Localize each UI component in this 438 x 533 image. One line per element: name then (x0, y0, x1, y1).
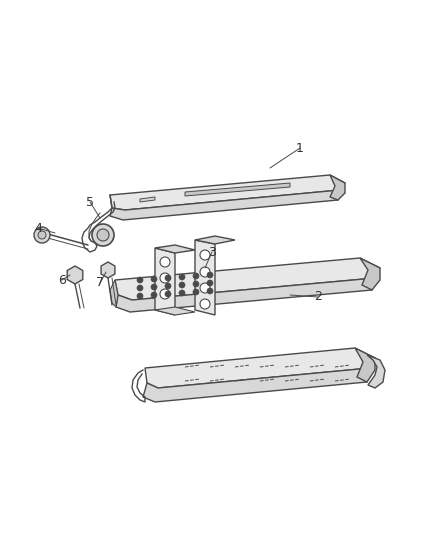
Polygon shape (140, 197, 155, 202)
Polygon shape (355, 348, 375, 382)
Polygon shape (143, 368, 370, 402)
Polygon shape (67, 266, 83, 284)
Circle shape (151, 284, 157, 290)
Polygon shape (195, 240, 215, 315)
Text: 6: 6 (58, 273, 66, 287)
Text: 7: 7 (96, 277, 104, 289)
Circle shape (151, 292, 157, 298)
Circle shape (137, 293, 143, 299)
Circle shape (207, 288, 213, 294)
Circle shape (193, 281, 199, 287)
Circle shape (200, 267, 210, 277)
Circle shape (38, 231, 46, 239)
Text: 2: 2 (314, 290, 322, 303)
Circle shape (160, 257, 170, 267)
Text: 1: 1 (296, 141, 304, 155)
Circle shape (207, 280, 213, 286)
Circle shape (179, 290, 185, 296)
Polygon shape (185, 183, 290, 196)
Circle shape (165, 291, 171, 297)
Polygon shape (116, 278, 375, 312)
Polygon shape (367, 355, 385, 388)
Circle shape (92, 224, 114, 246)
Polygon shape (115, 258, 380, 300)
Circle shape (137, 285, 143, 291)
Circle shape (200, 283, 210, 293)
Text: 3: 3 (208, 246, 216, 259)
Circle shape (207, 272, 213, 278)
Circle shape (179, 282, 185, 288)
Polygon shape (330, 175, 345, 200)
Circle shape (160, 289, 170, 299)
Text: 4: 4 (34, 222, 42, 235)
Polygon shape (155, 245, 195, 253)
Circle shape (34, 227, 50, 243)
Text: 5: 5 (86, 196, 94, 208)
Polygon shape (155, 307, 195, 315)
Circle shape (165, 283, 171, 289)
Polygon shape (110, 280, 118, 307)
Circle shape (160, 273, 170, 283)
Polygon shape (360, 258, 380, 290)
Polygon shape (155, 248, 175, 315)
Polygon shape (101, 262, 115, 278)
Circle shape (193, 289, 199, 295)
Polygon shape (110, 190, 340, 220)
Circle shape (165, 275, 171, 281)
Polygon shape (110, 175, 345, 210)
Circle shape (97, 229, 109, 241)
Circle shape (193, 273, 199, 279)
Polygon shape (195, 236, 235, 244)
Circle shape (200, 299, 210, 309)
Circle shape (179, 274, 185, 280)
Circle shape (200, 250, 210, 260)
Polygon shape (145, 348, 375, 388)
Circle shape (137, 277, 143, 283)
Circle shape (151, 276, 157, 282)
